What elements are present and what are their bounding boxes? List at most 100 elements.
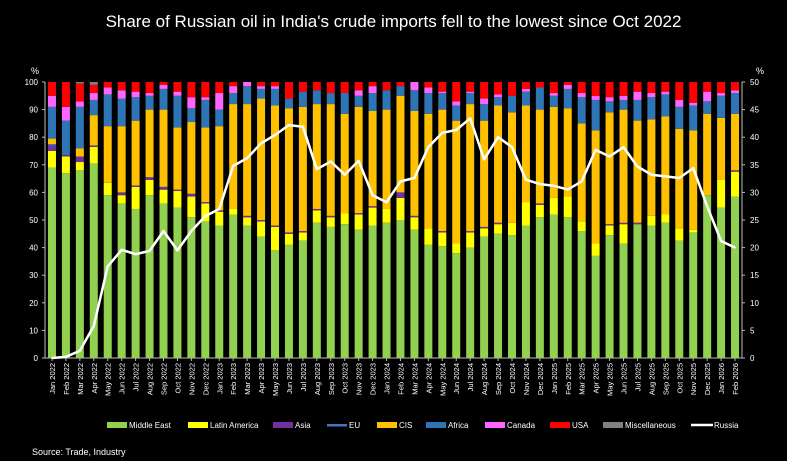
x-tick-label: Nov 2022 <box>187 363 196 395</box>
bar-segment-africa <box>689 105 698 131</box>
bar-segment-canada <box>103 87 112 95</box>
bar-segment-canada <box>480 98 489 105</box>
bar-segment-usa <box>187 82 196 98</box>
bar-segment-canada <box>187 97 196 109</box>
bar-segment-usa <box>89 84 98 94</box>
bar-segment-usa <box>326 82 335 94</box>
bar-segment-cis <box>201 127 210 203</box>
bar-segment-latin-america <box>131 186 140 209</box>
bar-segment-asia <box>117 192 126 196</box>
bar-segment-africa <box>480 104 489 121</box>
bar-segment-middle-east <box>298 240 307 358</box>
bar-segment-middle-east <box>103 195 112 358</box>
bar-segment-asia <box>159 186 168 190</box>
bar-segment-middle-east <box>633 224 642 358</box>
bar-segment-middle-east <box>187 217 196 358</box>
bar-segment-middle-east <box>675 240 684 358</box>
russia-point <box>692 167 695 169</box>
x-tick-label: Aug 2022 <box>146 363 155 395</box>
bar-segment-latin-america <box>117 195 126 204</box>
bar-segment-cis <box>89 115 98 146</box>
x-tick-label: Mar 2025 <box>578 363 587 395</box>
left-tick-label: 10 <box>29 326 38 335</box>
bar-segment-cis <box>466 104 475 232</box>
bar-segment-latin-america <box>605 225 614 236</box>
russia-point <box>441 131 444 134</box>
russia-point <box>134 253 137 256</box>
bar-segment-canada <box>159 84 168 89</box>
bar-segment-cis <box>661 116 670 215</box>
x-tick-label: Dec 2022 <box>201 363 210 395</box>
bar-segment-cis <box>75 148 84 157</box>
bar-segment-canada <box>257 86 266 89</box>
bar-segment-cis <box>605 112 614 225</box>
bar-segment-cis <box>717 117 726 180</box>
bar-segment-cis <box>326 104 335 216</box>
russia-point <box>469 117 471 120</box>
russia-point <box>385 201 388 204</box>
bar-segment-canada <box>215 93 224 110</box>
russia-point <box>594 149 597 151</box>
bar-segment-cis <box>382 109 391 209</box>
russia-point <box>455 129 458 131</box>
russia-point <box>608 155 611 158</box>
legend-label-eu: EU <box>349 421 360 430</box>
legend-swatch-middle-east <box>107 422 127 428</box>
bar-segment-africa <box>257 88 266 99</box>
bar-segment-latin-america <box>675 228 684 241</box>
bar-segment-asia <box>326 215 335 218</box>
bar-segment-cis <box>549 106 558 198</box>
bar-segment-asia <box>271 225 280 227</box>
bar-segment-middle-east <box>438 246 447 358</box>
russia-point <box>148 250 151 252</box>
bar-segment-africa <box>340 93 349 114</box>
bar-segment-usa <box>47 82 56 96</box>
bar-segment-canada <box>145 93 154 96</box>
bar-segment-latin-america <box>354 214 363 230</box>
bar-segment-usa <box>535 82 544 88</box>
bar-segment-latin-america <box>312 210 321 223</box>
bar-segment-asia <box>89 145 98 147</box>
x-tick-label: Jul 2022 <box>132 363 141 391</box>
bar-segment-usa <box>689 82 698 103</box>
bar-segment-usa <box>507 82 516 96</box>
russia-point <box>232 165 234 167</box>
bar-segment-canada <box>661 91 670 95</box>
bar-segment-middle-east <box>410 229 419 358</box>
x-tick-label: Jun 2025 <box>620 363 629 394</box>
russia-point <box>720 240 722 242</box>
bar-segment-middle-east <box>312 222 321 358</box>
bar-segment-latin-america <box>731 171 740 197</box>
bar-segment-latin-america <box>215 211 224 226</box>
bar-segment-cis <box>284 108 293 233</box>
x-tick-label: Apr 2025 <box>592 363 601 393</box>
legend-swatch-cis <box>377 422 397 428</box>
bar-segment-middle-east <box>507 235 516 358</box>
bar-segment-latin-america <box>326 217 335 227</box>
russia-point <box>371 194 374 196</box>
bar-segment-cis <box>535 109 544 204</box>
bar-segment-usa <box>424 82 433 88</box>
bar-segment-usa <box>284 82 293 99</box>
bar-segment-canada <box>424 87 433 94</box>
bar-segment-africa <box>703 101 712 114</box>
bar-segment-canada <box>410 82 419 91</box>
bar-segment-canada <box>605 97 614 102</box>
bar-segment-asia <box>298 231 307 233</box>
bar-segment-middle-east <box>47 167 56 358</box>
bar-segment-usa <box>340 82 349 94</box>
bar-segment-africa <box>117 98 126 127</box>
bar-segment-cis <box>229 104 238 209</box>
bar-segment-africa <box>145 95 154 110</box>
bar-segment-asia <box>312 208 321 211</box>
x-tick-label: Jan 2022 <box>48 363 57 394</box>
bar-segment-latin-america <box>257 221 266 237</box>
legend-swatch-eu <box>327 424 347 427</box>
bar-segment-latin-america <box>535 204 544 218</box>
legend-swatch-miscellaneous <box>603 422 623 428</box>
bar-segment-latin-america <box>619 224 628 244</box>
bar-segment-middle-east <box>731 196 740 358</box>
bar-segment-latin-america <box>717 179 726 208</box>
bar-segment-asia <box>494 222 503 225</box>
